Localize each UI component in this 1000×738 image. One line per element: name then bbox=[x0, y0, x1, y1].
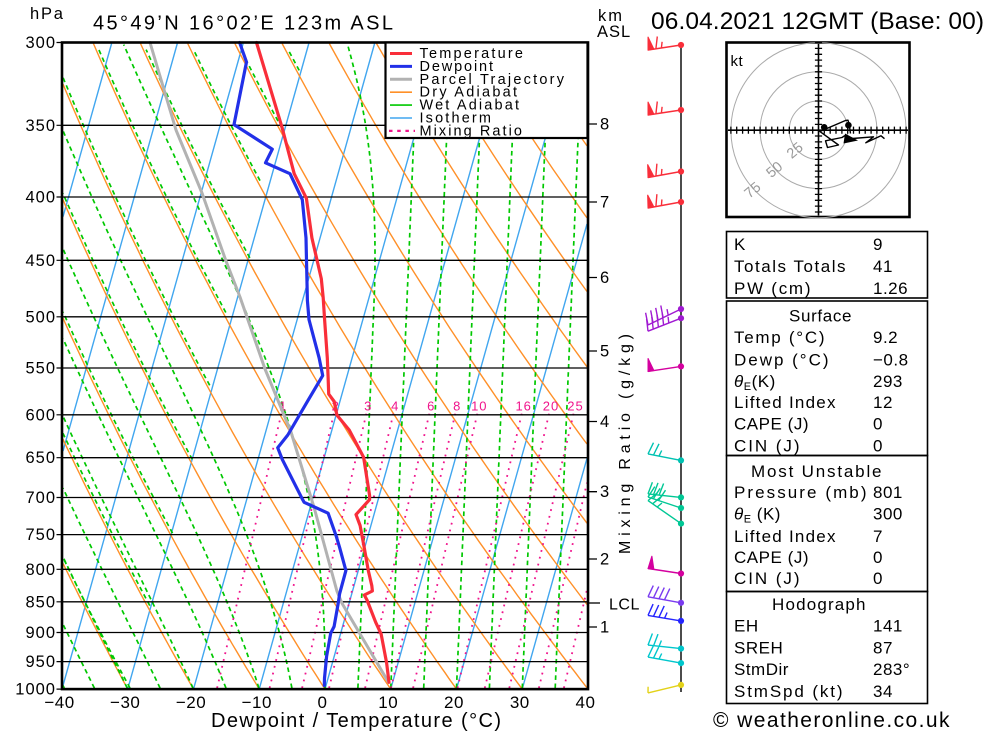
svg-text:Isotherm: Isotherm bbox=[420, 111, 492, 127]
svg-text:450: 450 bbox=[25, 252, 56, 270]
svg-text:141: 141 bbox=[873, 617, 903, 636]
svg-text:Lifted Index: Lifted Index bbox=[734, 393, 836, 412]
svg-text:650: 650 bbox=[25, 449, 56, 467]
svg-text:4: 4 bbox=[391, 399, 399, 414]
svg-text:ASL: ASL bbox=[597, 23, 631, 41]
svg-text:0: 0 bbox=[318, 693, 328, 712]
svg-text:1.26: 1.26 bbox=[873, 279, 908, 298]
svg-text:700: 700 bbox=[25, 489, 56, 507]
svg-text:8: 8 bbox=[600, 116, 609, 134]
svg-text:850: 850 bbox=[25, 593, 56, 611]
svg-text:750: 750 bbox=[25, 526, 56, 544]
svg-text:−40: −40 bbox=[44, 693, 74, 712]
svg-text:hPa: hPa bbox=[30, 5, 65, 23]
svg-text:50: 50 bbox=[764, 159, 787, 182]
svg-text:−30: −30 bbox=[110, 693, 140, 712]
svg-text:StmSpd (kt): StmSpd (kt) bbox=[734, 682, 843, 701]
svg-text:© weatheronline.co.uk: © weatheronline.co.uk bbox=[713, 709, 950, 732]
svg-text:41: 41 bbox=[873, 257, 893, 276]
svg-text:87: 87 bbox=[873, 639, 893, 658]
svg-text:Dewpoint / Temperature (°C): Dewpoint / Temperature (°C) bbox=[211, 710, 502, 732]
svg-text:600: 600 bbox=[25, 406, 56, 424]
svg-text:3: 3 bbox=[600, 483, 609, 501]
svg-text:10: 10 bbox=[471, 399, 487, 414]
svg-text:Wet Adiabat: Wet Adiabat bbox=[420, 98, 520, 114]
svg-text:Temp (°C): Temp (°C) bbox=[734, 328, 825, 347]
svg-text:θE (K): θE (K) bbox=[734, 505, 781, 526]
svg-text:900: 900 bbox=[25, 624, 56, 642]
svg-text:300: 300 bbox=[873, 505, 903, 524]
svg-text:CIN (J): CIN (J) bbox=[734, 437, 800, 456]
svg-text:SREH: SREH bbox=[734, 639, 783, 658]
svg-text:Surface: Surface bbox=[789, 307, 852, 326]
svg-text:kt: kt bbox=[731, 53, 744, 70]
svg-text:500: 500 bbox=[25, 308, 56, 326]
svg-text:Totals Totals: Totals Totals bbox=[734, 257, 846, 276]
svg-text:7: 7 bbox=[600, 194, 609, 212]
svg-text:0: 0 bbox=[873, 415, 883, 434]
svg-text:20: 20 bbox=[444, 693, 464, 712]
svg-text:800: 800 bbox=[25, 561, 56, 579]
svg-text:Dry Adiabat: Dry Adiabat bbox=[420, 85, 518, 101]
svg-text:StmDir: StmDir bbox=[734, 660, 789, 679]
svg-text:0: 0 bbox=[873, 569, 883, 588]
svg-text:Most Unstable: Most Unstable bbox=[751, 462, 882, 481]
svg-text:EH: EH bbox=[734, 617, 759, 636]
svg-text:1: 1 bbox=[600, 619, 609, 637]
svg-text:PW (cm): PW (cm) bbox=[734, 279, 811, 298]
svg-text:9.2: 9.2 bbox=[873, 328, 898, 347]
svg-text:Dewpoint: Dewpoint bbox=[420, 59, 494, 75]
svg-text:6: 6 bbox=[427, 399, 435, 414]
svg-text:950: 950 bbox=[25, 653, 56, 671]
svg-text:Dewp (°C): Dewp (°C) bbox=[734, 351, 829, 370]
svg-text:30: 30 bbox=[510, 693, 530, 712]
svg-text:12: 12 bbox=[873, 393, 893, 412]
svg-text:293: 293 bbox=[873, 372, 903, 391]
svg-text:283°: 283° bbox=[873, 660, 910, 679]
svg-text:Temperature: Temperature bbox=[420, 46, 524, 62]
svg-text:2: 2 bbox=[600, 551, 609, 569]
svg-text:−0.8: −0.8 bbox=[873, 351, 909, 370]
svg-text:7: 7 bbox=[873, 527, 883, 546]
svg-text:4: 4 bbox=[600, 413, 609, 431]
svg-text:25: 25 bbox=[567, 399, 583, 414]
svg-text:LCL: LCL bbox=[609, 597, 640, 614]
svg-text:1: 1 bbox=[279, 399, 287, 414]
svg-text:CAPE (J): CAPE (J) bbox=[734, 415, 809, 434]
svg-text:5: 5 bbox=[600, 343, 609, 361]
svg-text:θE(K): θE(K) bbox=[734, 372, 776, 393]
svg-text:8: 8 bbox=[453, 399, 461, 414]
svg-text:0: 0 bbox=[873, 437, 883, 456]
svg-text:34: 34 bbox=[873, 682, 893, 701]
svg-text:K: K bbox=[734, 235, 746, 254]
svg-text:400: 400 bbox=[25, 189, 56, 207]
svg-text:3: 3 bbox=[364, 399, 372, 414]
svg-text:16: 16 bbox=[515, 399, 531, 414]
svg-text:75: 75 bbox=[742, 179, 765, 202]
svg-text:CAPE (J): CAPE (J) bbox=[734, 548, 809, 567]
svg-text:550: 550 bbox=[25, 360, 56, 378]
svg-text:CIN (J): CIN (J) bbox=[734, 569, 800, 588]
svg-text:0: 0 bbox=[873, 548, 883, 567]
svg-text:−20: −20 bbox=[176, 693, 206, 712]
svg-text:06.04.2021 12GMT (Base: 00): 06.04.2021 12GMT (Base: 00) bbox=[651, 8, 985, 35]
svg-text:20: 20 bbox=[543, 399, 559, 414]
svg-text:45°49’N 16°02’E 123m ASL: 45°49’N 16°02’E 123m ASL bbox=[93, 13, 394, 35]
svg-text:350: 350 bbox=[25, 117, 56, 135]
svg-text:40: 40 bbox=[576, 693, 596, 712]
svg-text:Hodograph: Hodograph bbox=[772, 595, 866, 614]
svg-text:Lifted Index: Lifted Index bbox=[734, 527, 836, 546]
svg-text:6: 6 bbox=[600, 269, 609, 287]
svg-text:Pressure (mb): Pressure (mb) bbox=[734, 483, 867, 502]
svg-text:801: 801 bbox=[873, 483, 903, 502]
svg-text:−10: −10 bbox=[242, 693, 272, 712]
svg-text:1000: 1000 bbox=[15, 681, 56, 699]
svg-text:km: km bbox=[598, 7, 624, 25]
svg-text:Mixing Ratio: Mixing Ratio bbox=[420, 123, 523, 139]
svg-text:10: 10 bbox=[378, 693, 398, 712]
svg-text:300: 300 bbox=[25, 34, 56, 52]
svg-text:25: 25 bbox=[784, 140, 807, 163]
svg-text:Parcel Trajectory: Parcel Trajectory bbox=[420, 72, 565, 88]
svg-text:9: 9 bbox=[873, 235, 883, 254]
